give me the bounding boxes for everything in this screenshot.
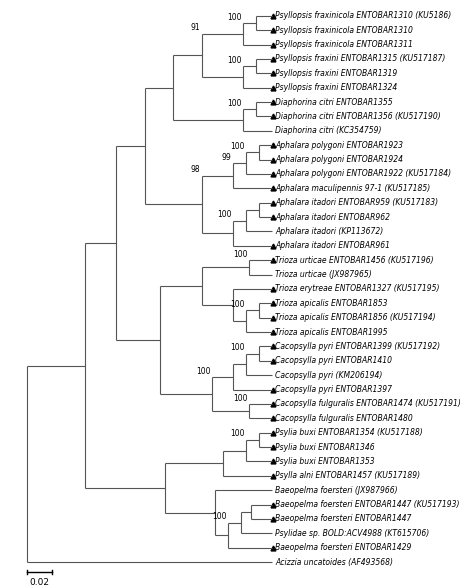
Text: Psylia buxi ENTOBAR1354 (KU517188): Psylia buxi ENTOBAR1354 (KU517188) xyxy=(275,428,423,437)
Text: Cacopsylla pyri ENTOBAR1397: Cacopsylla pyri ENTOBAR1397 xyxy=(275,385,392,394)
Text: Psylidae sp. BOLD:ACV4988 (KT615706): Psylidae sp. BOLD:ACV4988 (KT615706) xyxy=(275,529,429,538)
Text: Acizzia uncatoides (AF493568): Acizzia uncatoides (AF493568) xyxy=(275,557,393,567)
Text: Aphalara itadori ENTOBAR961: Aphalara itadori ENTOBAR961 xyxy=(275,241,390,250)
Text: Psyllopsis fraxini ENTOBAR1319: Psyllopsis fraxini ENTOBAR1319 xyxy=(275,69,397,78)
Text: Psyllopsis fraxini ENTOBAR1315 (KU517187): Psyllopsis fraxini ENTOBAR1315 (KU517187… xyxy=(275,55,446,64)
Text: Psyllopsis fraxinicola ENTOBAR1311: Psyllopsis fraxinicola ENTOBAR1311 xyxy=(275,40,413,49)
Text: 100: 100 xyxy=(212,512,227,521)
Text: Cacopsylla fulguralis ENTOBAR1480: Cacopsylla fulguralis ENTOBAR1480 xyxy=(275,414,413,423)
Text: Trioza urticae ENTOBAR1456 (KU517196): Trioza urticae ENTOBAR1456 (KU517196) xyxy=(275,256,434,265)
Text: 100: 100 xyxy=(233,250,247,259)
Text: Trioza apicalis ENTOBAR1995: Trioza apicalis ENTOBAR1995 xyxy=(275,328,388,336)
Text: Psyllopsis fraxinicola ENTOBAR1310: Psyllopsis fraxinicola ENTOBAR1310 xyxy=(275,26,413,35)
Text: 100: 100 xyxy=(230,429,245,439)
Text: 100: 100 xyxy=(228,99,242,108)
Text: Psylla alni ENTOBAR1457 (KU517189): Psylla alni ENTOBAR1457 (KU517189) xyxy=(275,472,420,480)
Text: Trioza apicalis ENTOBAR1856 (KU517194): Trioza apicalis ENTOBAR1856 (KU517194) xyxy=(275,313,436,322)
Text: Diaphorina citri (KC354759): Diaphorina citri (KC354759) xyxy=(275,126,382,135)
Text: Cacopsylla fulguralis ENTOBAR1474 (KU517191): Cacopsylla fulguralis ENTOBAR1474 (KU517… xyxy=(275,399,461,409)
Text: Aphalara itadori (KP113672): Aphalara itadori (KP113672) xyxy=(275,227,383,236)
Text: Trioza erytreae ENTOBAR1327 (KU517195): Trioza erytreae ENTOBAR1327 (KU517195) xyxy=(275,285,440,293)
Text: Baeopelma foersteri ENTOBAR1447 (KU517193): Baeopelma foersteri ENTOBAR1447 (KU51719… xyxy=(275,500,460,509)
Text: 91: 91 xyxy=(191,24,201,32)
Text: Cacopsylla pyri ENTOBAR1410: Cacopsylla pyri ENTOBAR1410 xyxy=(275,356,392,365)
Text: Psylia buxi ENTOBAR1346: Psylia buxi ENTOBAR1346 xyxy=(275,443,375,452)
Text: Aphalara polygoni ENTOBAR1922 (KU517184): Aphalara polygoni ENTOBAR1922 (KU517184) xyxy=(275,169,451,178)
Text: 0.02: 0.02 xyxy=(30,578,50,587)
Text: Psyllopsis fraxinicola ENTOBAR1310 (KU5186): Psyllopsis fraxinicola ENTOBAR1310 (KU51… xyxy=(275,11,451,20)
Text: Aphalara itadori ENTOBAR962: Aphalara itadori ENTOBAR962 xyxy=(275,212,390,222)
Text: Aphalara polygoni ENTOBAR1924: Aphalara polygoni ENTOBAR1924 xyxy=(275,155,403,164)
Text: Baeopelma foersteri ENTOBAR1447: Baeopelma foersteri ENTOBAR1447 xyxy=(275,514,411,523)
Text: 100: 100 xyxy=(230,343,245,352)
Text: Trioza urticae (JX987965): Trioza urticae (JX987965) xyxy=(275,270,372,279)
Text: 100: 100 xyxy=(196,366,211,376)
Text: 100: 100 xyxy=(230,142,245,151)
Text: Psylia buxi ENTOBAR1353: Psylia buxi ENTOBAR1353 xyxy=(275,457,375,466)
Text: Cacopsylla pyri (KM206194): Cacopsylla pyri (KM206194) xyxy=(275,370,383,380)
Text: Aphalara itadori ENTOBAR959 (KU517183): Aphalara itadori ENTOBAR959 (KU517183) xyxy=(275,198,438,207)
Text: 100: 100 xyxy=(230,300,245,309)
Text: 100: 100 xyxy=(228,12,242,22)
Text: Psyllopsis fraxini ENTOBAR1324: Psyllopsis fraxini ENTOBAR1324 xyxy=(275,83,397,92)
Text: 98: 98 xyxy=(191,165,201,174)
Text: Aphalara polygoni ENTOBAR1923: Aphalara polygoni ENTOBAR1923 xyxy=(275,141,403,150)
Text: Cacopsylla pyri ENTOBAR1399 (KU517192): Cacopsylla pyri ENTOBAR1399 (KU517192) xyxy=(275,342,440,351)
Text: Diaphorina citri ENTOBAR1355: Diaphorina citri ENTOBAR1355 xyxy=(275,98,393,106)
Text: 100: 100 xyxy=(233,393,247,403)
Text: 100: 100 xyxy=(228,56,242,65)
Text: Baeopelma foersteri ENTOBAR1429: Baeopelma foersteri ENTOBAR1429 xyxy=(275,543,411,552)
Text: Diaphorina citri ENTOBAR1356 (KU517190): Diaphorina citri ENTOBAR1356 (KU517190) xyxy=(275,112,441,121)
Text: Trioza apicalis ENTOBAR1853: Trioza apicalis ENTOBAR1853 xyxy=(275,299,388,308)
Text: 99: 99 xyxy=(222,153,232,162)
Text: Baeopelma foersteri (JX987966): Baeopelma foersteri (JX987966) xyxy=(275,486,398,495)
Text: 100: 100 xyxy=(217,210,232,219)
Text: Aphalara maculipennis 97-1 (KU517185): Aphalara maculipennis 97-1 (KU517185) xyxy=(275,184,430,193)
